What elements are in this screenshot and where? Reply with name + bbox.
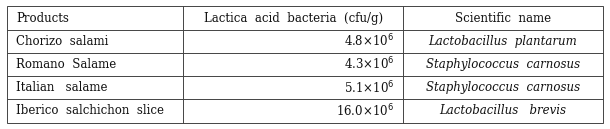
Text: 5.1×10$^6$: 5.1×10$^6$	[343, 79, 394, 96]
Text: 4.3×10$^6$: 4.3×10$^6$	[343, 56, 394, 73]
Text: Staphylococcus  carnosus: Staphylococcus carnosus	[426, 81, 580, 94]
Text: Romano  Salame: Romano Salame	[16, 58, 117, 71]
Text: 4.8×10$^6$: 4.8×10$^6$	[344, 33, 394, 50]
Text: Scientific  name: Scientific name	[455, 12, 551, 25]
Text: 16.0×10$^6$: 16.0×10$^6$	[336, 103, 394, 119]
Text: Products: Products	[16, 12, 70, 25]
Text: Lactobacillus   brevis: Lactobacillus brevis	[439, 104, 567, 117]
Text: Chorizo  salami: Chorizo salami	[16, 35, 109, 48]
Text: Staphylococcus  carnosus: Staphylococcus carnosus	[426, 58, 580, 71]
Text: Italian   salame: Italian salame	[16, 81, 108, 94]
Text: Iberico  salchichon  slice: Iberico salchichon slice	[16, 104, 165, 117]
Bar	[7, 6, 603, 123]
Text: Lactica  acid  bacteria  (cfu/g): Lactica acid bacteria (cfu/g)	[204, 12, 382, 25]
Text: Lactobacillus  plantarum: Lactobacillus plantarum	[429, 35, 577, 48]
